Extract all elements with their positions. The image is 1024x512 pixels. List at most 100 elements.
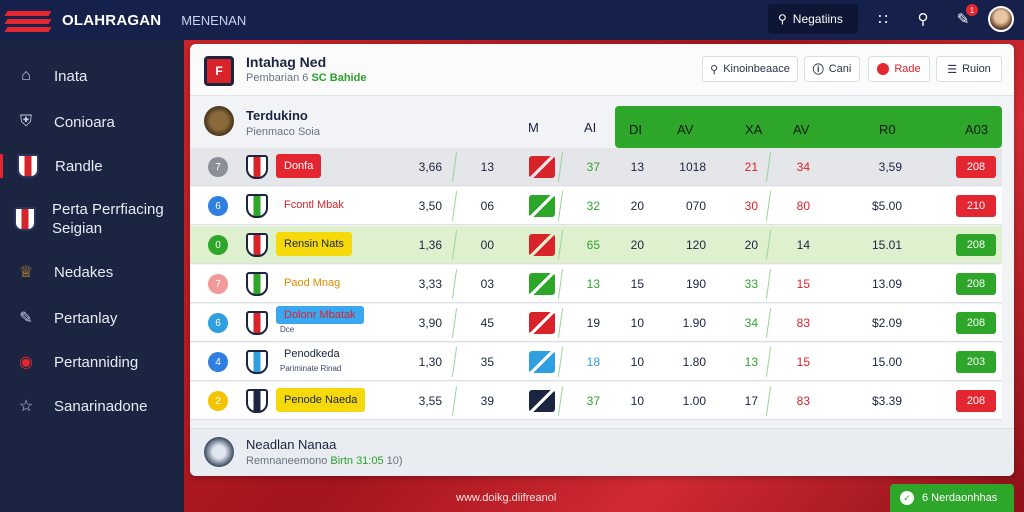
next-match-row[interactable]: Neadlan Nanaa Remnaneemono Birtn 31:05 1…	[190, 428, 1014, 476]
top-bar: OLAHRAGAN MENENAN ⚲ Negatiins ∷ ⚲ ✎ 1	[0, 0, 1024, 40]
grid-icon[interactable]: ∷	[878, 11, 888, 28]
record-button[interactable]: Rade	[868, 56, 930, 82]
points-badge[interactable]: 203	[956, 351, 996, 373]
sidebar-item-pertanniding[interactable]: ◉ Pertanniding	[0, 350, 184, 374]
team-crest-icon	[246, 311, 268, 335]
team-name[interactable]: Penode Naeda	[276, 388, 366, 412]
page-subtitle: Pembarian 6 SC Bahide	[246, 72, 366, 84]
sidebar-item-inata[interactable]: ⌂ Inata	[0, 64, 184, 88]
team-crest-icon	[246, 194, 268, 218]
sidebar-item-label: Randle	[55, 157, 103, 175]
brand-logo[interactable]	[4, 5, 52, 35]
column-header[interactable]: AV	[677, 122, 694, 137]
team-logo	[204, 437, 234, 467]
search-button[interactable]: ⚲ Kinoinbeaace	[702, 56, 798, 82]
check-icon: ✓	[900, 491, 914, 505]
brand-name: OLAHRAGAN	[62, 11, 162, 29]
column-header[interactable]: AI	[584, 120, 597, 135]
sidebar-item-pertanlay[interactable]: ✎ Pertanlay	[0, 306, 184, 330]
cta-button[interactable]: ✓ 6 Nerdaonhhas	[890, 484, 1014, 512]
sidebar-item-label: Pertanniding	[54, 353, 139, 371]
stats-header-band: DI AV XA AV R0 A03	[615, 106, 1002, 148]
stat-cell: 32	[586, 199, 600, 213]
table-row[interactable]: 4 Penodkeda Pariminate Rinad 1,30 35 18 10 1.80…	[190, 343, 1002, 381]
stat-cell: 3,50	[418, 199, 442, 213]
column-header[interactable]: XA	[745, 122, 763, 137]
table-row[interactable]: 7 Paod Mnag 3,33 03 13 15 190 33 15 13.09 208	[190, 265, 1002, 303]
table-row[interactable]: 7 Donfa 3,66 13 37 13 1018 21 34 3,59 208	[190, 148, 1002, 186]
badge-icon: ◉	[19, 354, 33, 371]
sidebar-item-label: Perta Perrfiacing Seigian	[52, 201, 164, 237]
stat-cell: 34	[796, 160, 810, 174]
team-name[interactable]: Penodkeda	[284, 348, 340, 360]
stat-cell: 15.00	[871, 355, 902, 369]
stat-cell: 00	[480, 238, 494, 252]
stat-cell: 30	[744, 199, 758, 213]
site-url[interactable]: www.doikg.diifreanol	[456, 492, 557, 504]
team-name[interactable]: Rensin Nats	[276, 232, 352, 256]
sidebar-item-perta[interactable]: Perta Perrfiacing Seigian	[0, 200, 184, 238]
stat-cell: 1.80	[682, 355, 706, 369]
brand-subtitle: MENENAN	[181, 12, 247, 28]
column-header[interactable]: A03	[965, 122, 989, 137]
filter-button[interactable]: ☰ Ruion	[936, 56, 1002, 82]
team-subtitle: Pariminate Rinad	[280, 364, 342, 373]
top-search-button[interactable]: ⚲ Negatiins	[768, 4, 858, 34]
stat-cell: 3,33	[418, 277, 442, 291]
stat-cell: 13.09	[871, 277, 902, 291]
stat-cell: 65	[586, 238, 600, 252]
team-crest-icon	[246, 272, 268, 296]
points-badge[interactable]: 208	[956, 156, 996, 178]
table-row[interactable]: 6 Dolonr Mbatak Dce 3,90 45 19 10 1.90 34 83 $2.09…	[190, 304, 1002, 342]
sidebar-item-label: Nedakes	[54, 263, 114, 281]
sidebar-item-sanarinadone[interactable]: ☆ Sanarinadone	[0, 394, 184, 418]
team-name[interactable]: Donfa	[276, 154, 322, 178]
sidebar-item-conioara[interactable]: ⛨ Conioara	[0, 110, 184, 134]
stat-cell: $3.39	[871, 394, 902, 408]
column-header[interactable]: M	[528, 120, 539, 135]
points-badge[interactable]: 208	[956, 312, 996, 334]
stat-cell: 20	[744, 238, 758, 252]
column-header[interactable]: R0	[879, 122, 896, 137]
next-match-live: Birtn 31:05	[330, 455, 384, 467]
stat-cell: 35	[480, 355, 494, 369]
rank-badge: 7	[208, 274, 228, 294]
stat-cell: 15.01	[871, 238, 902, 252]
table-row[interactable]: 0 Rensin Nats 1,36 00 65 20 120 20 14 15.01 208	[190, 226, 1002, 264]
form-icon	[529, 195, 555, 217]
points-badge[interactable]: 208	[956, 273, 996, 295]
stat-cell: 3,90	[418, 316, 442, 330]
search-icon[interactable]: ⚲	[917, 11, 929, 28]
sidebar-item-nedakes[interactable]: ♕ Nedakes	[0, 260, 184, 284]
stat-cell: 20	[630, 199, 644, 213]
avatar[interactable]	[988, 6, 1014, 32]
points-badge[interactable]: 210	[956, 195, 996, 217]
filter-icon: ☰	[947, 63, 958, 76]
rank-badge: 7	[208, 157, 228, 177]
table-row[interactable]: 6 Fcontl Mbak 3,50 06 32 20 070 30 80 $5.00 210	[190, 187, 1002, 225]
stat-cell: 20	[630, 238, 644, 252]
points-badge[interactable]: 208	[956, 234, 996, 256]
team-name[interactable]: Paod Mnag	[284, 277, 341, 289]
chat-icon[interactable]: ✎ 1	[948, 4, 978, 34]
flag-icon	[14, 207, 36, 231]
team-name[interactable]: Dolonr Mbatak	[276, 306, 364, 324]
trophy-icon: ♕	[18, 264, 34, 281]
sidebar: ⌂ Inata ⛨ Conioara Randle Perta Perrfiac…	[0, 40, 184, 512]
pen-icon: ✎	[19, 310, 33, 327]
team-name[interactable]: Fcontl Mbak	[284, 199, 344, 211]
stat-cell: 06	[480, 199, 494, 213]
column-header[interactable]: DI	[629, 122, 642, 137]
flag-icon	[17, 154, 39, 178]
table-row[interactable]: 2 Penode Naeda 3,55 39 37 10 1.00 17 83 $3.39 208	[190, 382, 1002, 420]
stat-cell: 33	[744, 277, 758, 291]
sidebar-item-randle[interactable]: Randle	[0, 154, 184, 178]
points-badge[interactable]: 208	[956, 390, 996, 412]
stat-cell: 83	[796, 394, 810, 408]
info-button[interactable]: ⓘ Cani	[804, 56, 860, 82]
stat-cell: 45	[480, 316, 494, 330]
stat-cell: 1.00	[682, 394, 706, 408]
column-header[interactable]: AV	[793, 122, 810, 137]
rank-badge: 6	[208, 196, 228, 216]
page-title: Intahag Ned	[246, 54, 327, 70]
